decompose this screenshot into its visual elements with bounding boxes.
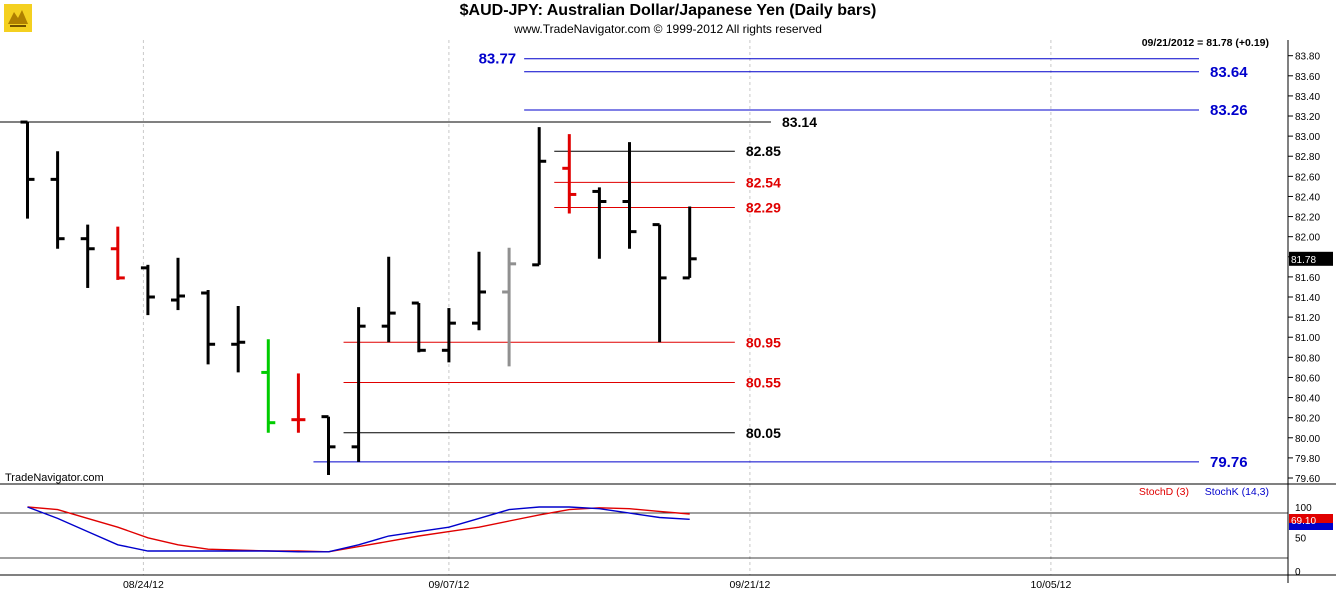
ohlc-bar <box>291 373 306 433</box>
price-tick-label: 83.40 <box>1295 92 1320 103</box>
level-label-83.64: 83.64 <box>1210 64 1248 81</box>
level-label-80.05: 80.05 <box>746 425 781 441</box>
price-tick-label: 82.20 <box>1295 213 1320 224</box>
price-tick-label: 82.00 <box>1295 233 1320 244</box>
price-tick-label: 79.60 <box>1295 474 1320 485</box>
ohlc-bar <box>622 142 637 249</box>
date-tick-label: 10/05/12 <box>1030 579 1071 591</box>
ohlc-bar <box>351 307 366 462</box>
ohlc-bar <box>231 306 246 373</box>
stoch-line-d <box>27 506 690 553</box>
date-tick-label: 09/21/12 <box>729 579 770 591</box>
price-tick-label: 83.80 <box>1295 52 1320 63</box>
ohlc-bar <box>50 151 65 249</box>
ohlc-bar <box>140 264 155 316</box>
price-tick-label: 83.00 <box>1295 132 1320 143</box>
tradenavigator-logo-icon[interactable] <box>4 4 32 32</box>
price-tick-label: 81.00 <box>1295 333 1320 344</box>
ohlc-bar <box>411 301 426 353</box>
current-price-label: 81.78 <box>1291 255 1316 266</box>
grid-lines <box>142 40 1052 575</box>
date-tick-label: 08/24/12 <box>123 579 164 591</box>
current-price-box <box>1289 251 1333 266</box>
ohlc-bar <box>682 206 697 280</box>
ohlc-bar <box>110 226 125 280</box>
stoch-tick-label: 50 <box>1295 534 1307 545</box>
price-tick-label: 80.00 <box>1295 434 1320 445</box>
date-axis: 08/24/12 09/07/12 09/21/12 10/05/12 <box>123 579 1072 591</box>
price-tick-label: 80.80 <box>1295 353 1320 364</box>
ohlc-bar <box>562 134 577 214</box>
ohlc-bar <box>201 289 216 365</box>
ohlc-bar <box>381 256 396 343</box>
ohlc-bar <box>20 120 35 219</box>
chart-frame <box>0 40 1336 583</box>
date-tick-label: 09/07/12 <box>428 579 469 591</box>
level-label-82.85: 82.85 <box>746 143 781 159</box>
price-tick-label: 81.60 <box>1295 273 1320 284</box>
chart-text: 09/21/2012 = 81.78 (+0.19) TradeNavigator… <box>5 37 1269 484</box>
level-label-83.77: 83.77 <box>479 51 517 68</box>
stoch-legend-d: StochD (3) <box>1139 486 1189 498</box>
stochastic-panel: 100 50 0 StochD (3) StochK (14,3) 69.10 <box>27 486 1333 578</box>
price-tick-label: 83.20 <box>1295 112 1320 123</box>
stoch-tick-label: 0 <box>1295 567 1301 578</box>
stoch-value-label: 69.10 <box>1291 516 1316 527</box>
watermark-label: TradeNavigator.com <box>5 472 104 484</box>
level-label-82.54: 82.54 <box>746 174 781 190</box>
level-label-80.55: 80.55 <box>746 374 781 390</box>
price-tick-label: 83.60 <box>1295 72 1320 83</box>
price-tick-label: 81.20 <box>1295 313 1320 324</box>
ohlc-bar <box>532 127 547 267</box>
price-tick-label: 79.80 <box>1295 454 1320 465</box>
ohlc-bar <box>321 415 336 475</box>
price-tick-label: 82.80 <box>1295 152 1320 163</box>
stoch-line-k <box>27 506 690 553</box>
price-tick-label: 82.60 <box>1295 172 1320 183</box>
level-label-83.26: 83.26 <box>1210 102 1248 119</box>
ohlc-bar <box>441 308 456 363</box>
ohlc-bar <box>472 251 486 331</box>
level-label-79.76: 79.76 <box>1210 454 1248 471</box>
copyright-notice: www.TradeNavigator.com © 1999-2012 All r… <box>514 22 822 36</box>
ohlc-bar <box>261 339 276 433</box>
price-bars <box>20 120 697 475</box>
price-tick-label: 80.60 <box>1295 373 1320 384</box>
stoch-tick-label: 100 <box>1295 503 1312 514</box>
stoch-legend-k: StochK (14,3) <box>1205 486 1269 498</box>
stoch-value-box-k <box>1289 523 1333 530</box>
price-axis: 83.80 83.60 83.40 83.20 83.00 82.80 82.60 82.40… <box>1288 52 1333 485</box>
price-tick-label: 82.40 <box>1295 192 1320 203</box>
price-tick-label: 81.40 <box>1295 293 1320 304</box>
level-label-80.95: 80.95 <box>746 334 781 350</box>
level-label-82.29: 82.29 <box>746 200 781 216</box>
ohlc-bar <box>80 224 95 288</box>
ohlc-bar <box>171 257 185 311</box>
price-tick-label: 80.20 <box>1295 414 1320 425</box>
chart-title: $AUD-JPY: Australian Dollar/Japanese Yen… <box>459 2 877 19</box>
ohlc-bar <box>592 187 607 259</box>
ohlc-bar <box>652 223 667 343</box>
last-quote-label: 09/21/2012 = 81.78 (+0.19) <box>1142 37 1269 49</box>
level-label-83.14: 83.14 <box>782 114 817 130</box>
price-tick-label: 80.40 <box>1295 394 1320 405</box>
ohlc-bar <box>502 247 517 367</box>
